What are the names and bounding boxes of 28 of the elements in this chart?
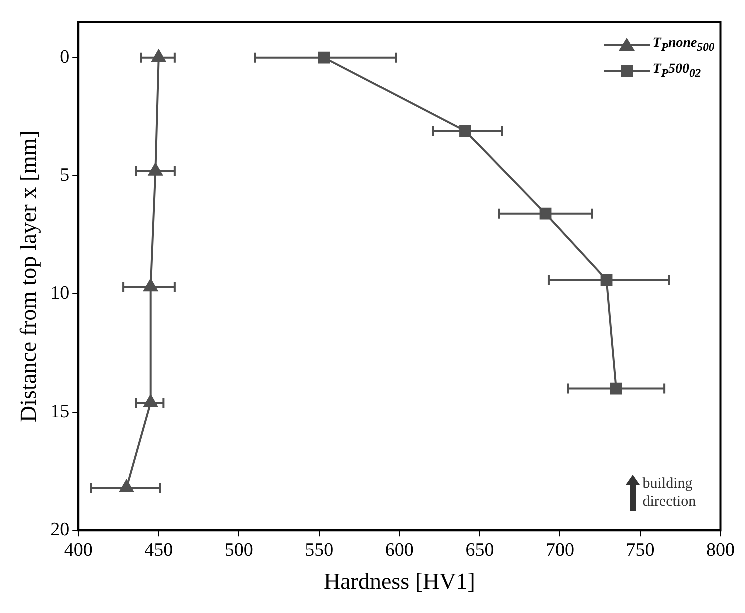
- y-tick-label: 20: [50, 520, 70, 541]
- point: [460, 125, 472, 138]
- point: [600, 274, 613, 286]
- x-axis-title: Hardness [HV1]: [324, 569, 476, 594]
- legend-label: T$_{P}$500$_{02}$: [652, 62, 702, 80]
- y-tick-label: 0: [60, 46, 70, 68]
- x-tick-label: 800: [706, 540, 735, 561]
- x-tick-label: 750: [626, 540, 655, 561]
- y-tick-label: 15: [50, 401, 70, 422]
- x-tick-label: 550: [305, 540, 334, 561]
- x-tick-label: 600: [385, 540, 414, 561]
- point: [610, 382, 622, 395]
- legend-label: T$_{P}$none$_{500}$: [652, 36, 715, 54]
- x-tick-label: 700: [546, 540, 574, 561]
- y-tick-label: 5: [60, 165, 70, 186]
- annotation: building direction: [642, 474, 698, 511]
- point: [318, 52, 330, 64]
- x-tick-label: 500: [224, 540, 254, 561]
- y-axis-title: Distance from top layer x [mm]: [16, 130, 41, 422]
- point: [120, 480, 134, 493]
- point: [148, 163, 163, 176]
- x-tick-label: 450: [144, 540, 174, 561]
- y-tick-label: 10: [50, 283, 70, 304]
- point: [540, 208, 552, 220]
- x-tick-label: 650: [466, 540, 494, 561]
- point: [144, 279, 158, 292]
- point: [144, 394, 158, 408]
- x-tick-label: 400: [64, 540, 93, 561]
